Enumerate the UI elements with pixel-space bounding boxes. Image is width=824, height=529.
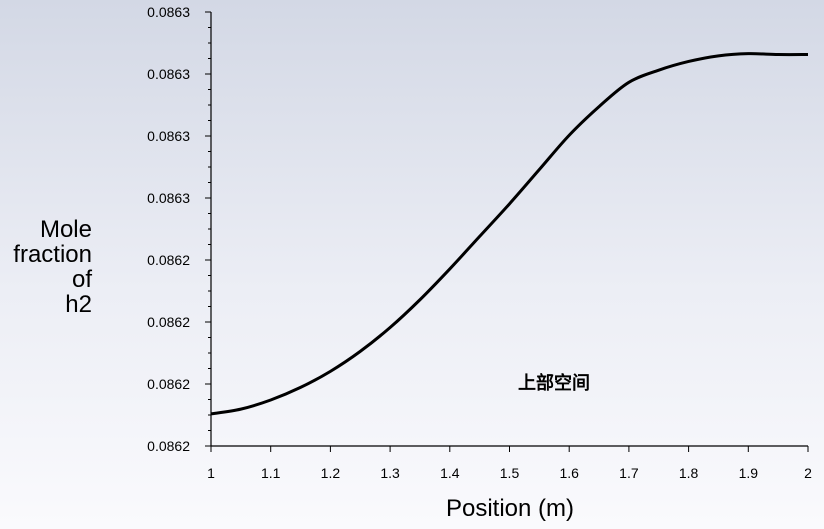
- x-tick-label: 1.5: [500, 465, 520, 481]
- x-tick-label: 1.7: [619, 465, 639, 481]
- x-tick-label: 1.1: [261, 465, 281, 481]
- y-tick-label: 0.0863: [147, 190, 190, 206]
- x-tick-label: 1.9: [739, 465, 759, 481]
- y-axis-title: Mole fraction of h2: [13, 216, 92, 318]
- y-axis-title-line: fraction: [13, 241, 92, 268]
- y-tick-label: 0.0863: [147, 128, 190, 144]
- x-tick-label: 1.3: [380, 465, 400, 481]
- x-tick-label: 1.6: [559, 465, 579, 481]
- y-axis-title-line: h2: [65, 291, 92, 318]
- y-tick-label: 0.0862: [147, 252, 190, 268]
- y-tick-label: 0.0862: [147, 438, 190, 454]
- y-axis: 0.0862 0.0862 0.0862 0.0862 0.0863 0.0863 0.08…: [147, 4, 212, 454]
- y-tick-label: 0.0862: [147, 376, 190, 392]
- y-tick-label: 0.0862: [147, 314, 190, 330]
- x-tick-label: 1.2: [321, 465, 341, 481]
- series-line: [210, 52, 809, 416]
- x-tick-label: 2: [804, 465, 812, 481]
- y-tick-label: 0.0863: [147, 66, 190, 82]
- x-axis: 1 1.1 1.2 1.3 1.4 1.5 1.6 1.7 1.8 1.9 2: [207, 445, 812, 481]
- x-tick-label: 1.4: [440, 465, 460, 481]
- x-tick-label: 1.8: [679, 465, 699, 481]
- y-tick-label: 0.0863: [147, 4, 190, 20]
- x-axis-title: Position (m): [446, 495, 574, 522]
- y-axis-title-line: of: [72, 266, 92, 293]
- plot-area: [210, 52, 809, 416]
- x-tick-label: 1: [207, 465, 215, 481]
- plot-annotation: 上部空间: [518, 372, 590, 394]
- y-axis-title-line: Mole: [40, 216, 92, 243]
